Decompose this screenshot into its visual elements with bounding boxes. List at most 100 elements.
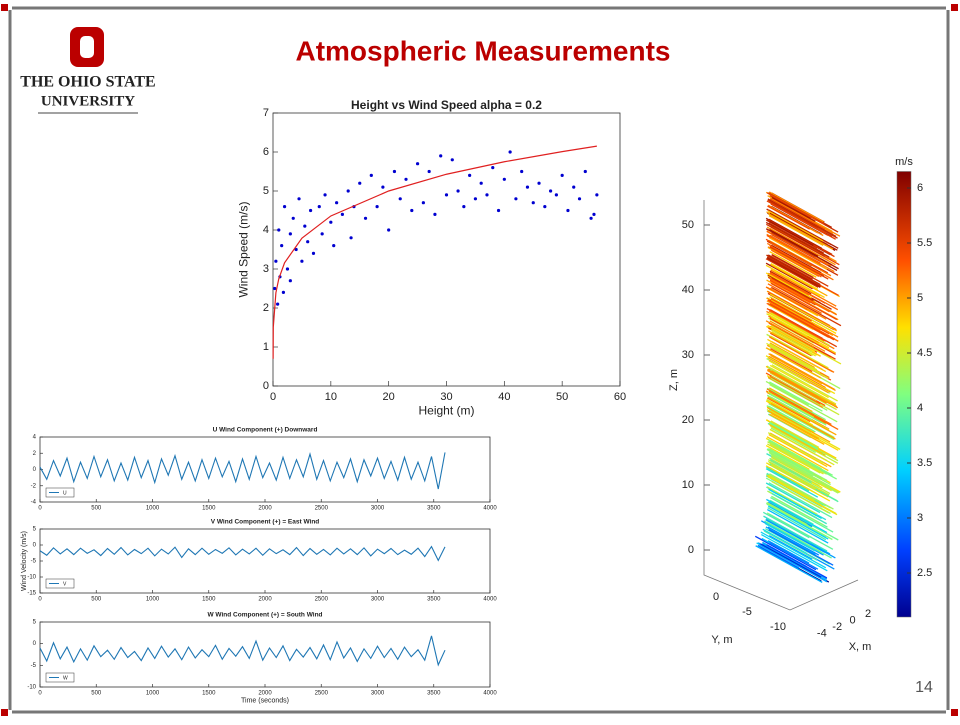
point [277,228,281,232]
wind-streak [769,279,811,304]
y-tick-label: 2 [33,451,37,457]
wind-streak [768,192,833,229]
wind-streak [769,317,836,355]
wind-streak [770,317,837,354]
wind-streak [767,205,811,230]
y-tick-label: -10 [770,621,786,633]
wind-streak [769,422,818,450]
point [358,181,362,185]
colorbar-tick-label: 6 [917,182,923,194]
wind-streak [770,272,839,311]
y-tick-label: 0 [263,380,269,392]
wind-streak [765,465,831,502]
wind-streak [770,377,821,406]
wind-streak [765,228,833,266]
y-tick-label: 3 [263,263,269,275]
wind-streak [767,540,810,564]
wind-streak [769,299,815,326]
point [375,205,379,209]
chart-title: W Wind Component (+) = South Wind [207,612,322,619]
wind-streak [763,515,828,552]
wind-streak [766,208,832,246]
chart-title: Height vs Wind Speed alpha = 0.2 [351,98,542,112]
point [335,201,339,205]
legend-box [45,672,75,683]
x-tick-label: 4000 [483,597,497,603]
z-tick-label: 40 [682,284,694,296]
wind-streak [771,331,816,357]
wind-streak [770,441,812,466]
y-tick-label: -15 [27,591,36,597]
wind-streak [767,505,829,540]
point [288,279,292,283]
wind-streak [769,421,819,450]
wind-streak [766,256,822,288]
wind-streak [768,403,835,441]
y-tick-label: -4 [31,500,37,506]
wind-streak [767,501,813,528]
wind-streak [768,213,834,250]
x-tick-label: 500 [91,506,102,512]
x-tick-label: 1500 [202,506,216,512]
wind-streak [771,413,818,440]
point [320,232,324,236]
axis-frame [703,200,859,611]
y-tick-label: -10 [27,575,36,581]
wind-streak [767,299,830,335]
colorbar-tick-label: 5 [917,292,923,304]
wind-streak [755,545,823,583]
x-tick-label: 1000 [146,691,160,697]
point [311,251,316,255]
y-tick-label: 0 [33,467,37,473]
y-tick-label: 6 [263,146,269,158]
wind-streak [769,227,829,261]
point [340,212,344,216]
point [572,185,576,189]
x-tick-label: 500 [91,691,102,697]
logo-text: THE OHIO STATE [20,74,155,91]
wind-streak [769,270,812,295]
y-tick-label: 1 [263,341,269,353]
x-tick-label: 2500 [315,506,329,512]
wind-streak [770,375,817,402]
wind-streak [765,380,809,406]
wind-streak [767,290,831,327]
wind-streaks [754,191,842,583]
x-tick-label: 1500 [202,597,216,603]
point [491,166,495,170]
wind-streak [768,353,836,392]
wind-streak [770,355,823,385]
wind-streak [766,257,821,288]
x-tick-label: 20 [383,391,395,403]
wind-streak [769,251,817,278]
y-tick-label: -2 [31,483,37,489]
logo-text: UNIVERSITY [41,93,135,109]
wind-streak [770,249,820,277]
wind-streak [766,509,829,544]
point [525,185,530,189]
series-line [39,452,446,490]
wind-streak [768,474,815,501]
wind-streak [768,312,818,341]
wind-streak [768,336,835,373]
wind-streak [766,448,831,486]
wind-streak [770,264,828,297]
wind-streak [766,397,811,423]
wind-streak [769,384,838,423]
point [485,193,489,197]
point [473,197,478,201]
x-axis-label: Height (m) [418,403,474,417]
point [308,208,313,213]
wind-streak [771,203,836,240]
wind-streak [768,218,823,249]
wind-streak [769,381,823,412]
wind-streak [770,293,833,329]
wind-streak [766,234,818,265]
wind-streak [770,496,834,533]
wind-streak [767,376,824,409]
wind-streak [769,228,819,257]
wind-streak [769,342,815,369]
legend-box [45,487,75,498]
wind-streak [766,254,821,286]
x-tick-label: 4000 [483,691,497,697]
